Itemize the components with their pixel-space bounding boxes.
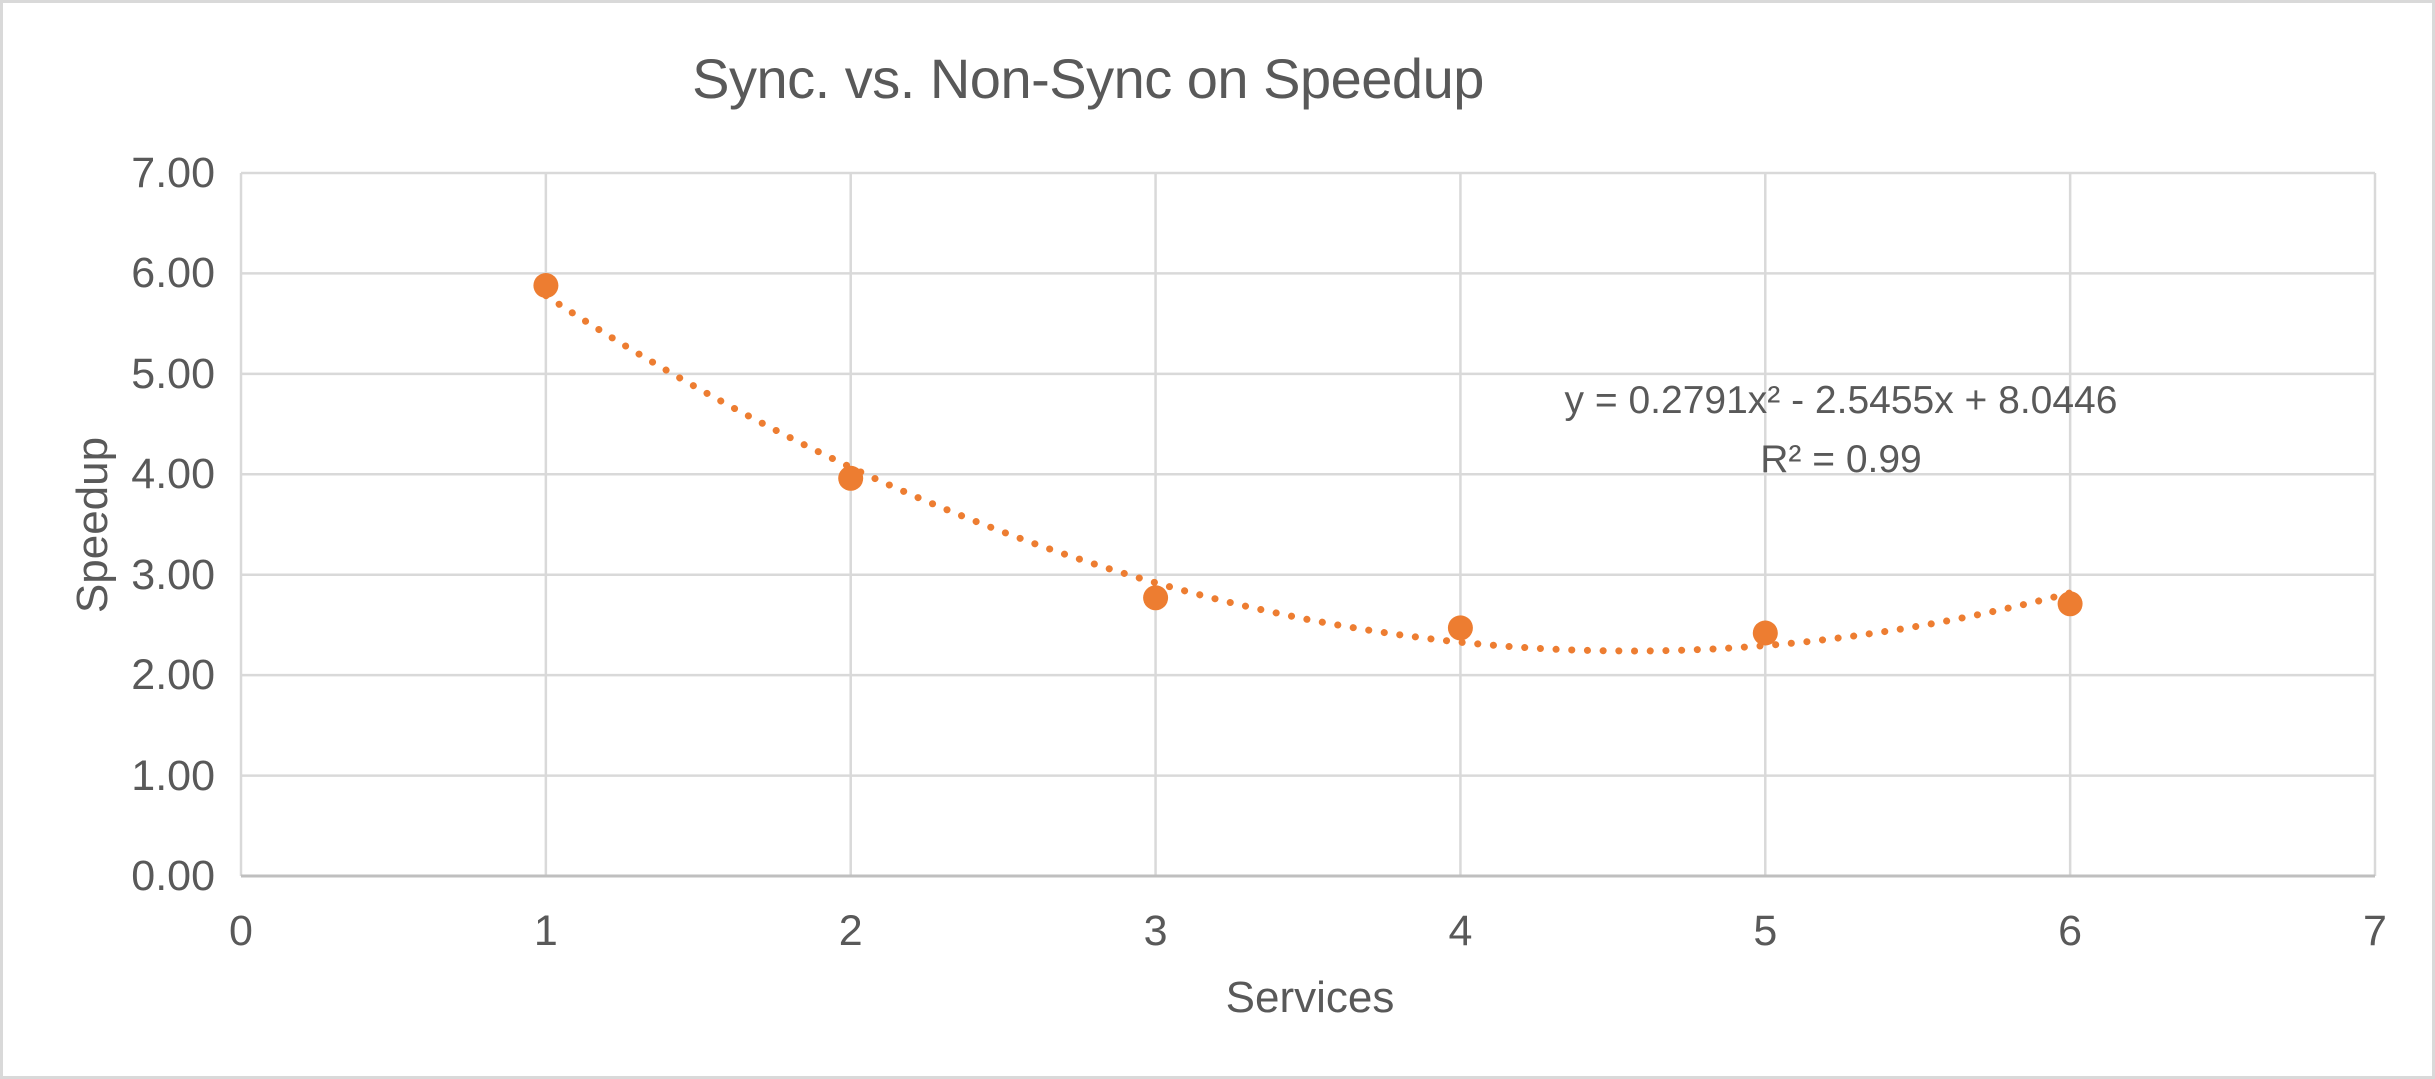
trendline-dotted <box>542 292 2074 655</box>
plot-area <box>239 171 2377 878</box>
y-tick-label: 4.00 <box>131 450 215 499</box>
x-tick-label: 5 <box>1753 907 1778 955</box>
y-axis-title: Speedup <box>68 436 117 614</box>
x-axis-title: Services <box>1225 973 1395 1022</box>
x-tick-label: 4 <box>1448 907 1473 955</box>
y-tick-label: 3.00 <box>131 550 215 599</box>
x-tick-label: 6 <box>2058 907 2083 955</box>
y-tick-label: 0.00 <box>131 852 215 900</box>
y-tick-label: 2.00 <box>131 651 215 700</box>
data-point-marker <box>1447 615 1473 641</box>
data-point-marker <box>1143 585 1169 611</box>
x-tick-label: 2 <box>838 907 863 955</box>
data-point-marker <box>2057 591 2083 617</box>
trendline-label: y = 0.2791x² - 2.5455x + 8.0446 R² = 0.9… <box>1341 371 2341 489</box>
x-tick-label: 3 <box>1143 907 1168 955</box>
y-tick-label: 1.00 <box>131 751 215 800</box>
x-tick-label: 7 <box>2363 907 2387 955</box>
trendline-r-squared: R² = 0.99 <box>1760 438 1922 481</box>
y-tick-label: 5.00 <box>131 349 215 398</box>
y-tick-label: 6.00 <box>131 249 215 298</box>
x-tick-label: 0 <box>229 907 253 955</box>
y-tick-label: 7.00 <box>131 149 215 197</box>
data-point-marker <box>533 273 559 298</box>
trendline-equation: y = 0.2791x² - 2.5455x + 8.0446 <box>1564 379 2118 422</box>
x-tick-label: 1 <box>533 907 558 955</box>
data-point-marker <box>838 465 864 491</box>
data-point-marker <box>1752 620 1778 646</box>
chart-title: Sync. vs. Non-Sync on Speedup <box>692 47 1484 110</box>
